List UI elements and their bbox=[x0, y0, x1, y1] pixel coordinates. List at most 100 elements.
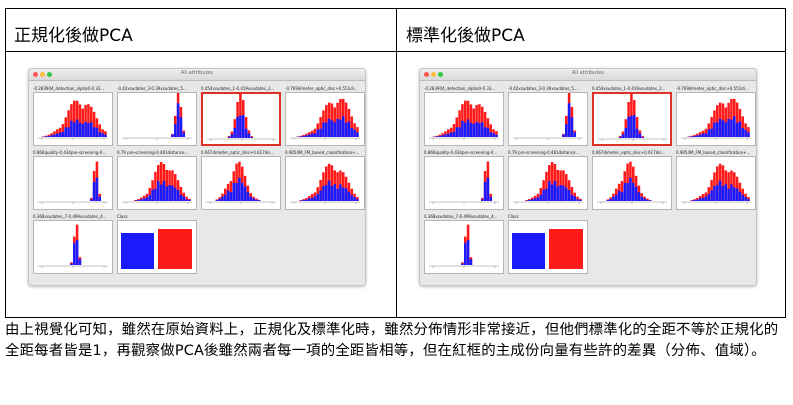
histogram-bar-blue bbox=[624, 127, 628, 138]
histogram-bar-red bbox=[134, 199, 137, 201]
histogram-bar-red bbox=[344, 102, 348, 137]
histogram-bar-blue bbox=[154, 188, 157, 201]
attribute-cell[interactable]: 0.454xsudates_1-0.419xsudates_2... bbox=[201, 86, 281, 146]
attribute-cell[interactable]: 0.667dimeter_optic_disc+0.617dis... bbox=[201, 150, 281, 210]
histogram-bar-red bbox=[350, 188, 354, 201]
histogram-bar-blue bbox=[242, 115, 245, 138]
histogram-bar-blue bbox=[319, 190, 322, 201]
minimize-dot-icon[interactable] bbox=[40, 72, 45, 77]
histogram-bar-blue bbox=[542, 189, 545, 201]
histogram-bar-blue bbox=[241, 182, 244, 201]
histogram-bar-red bbox=[710, 117, 713, 137]
histogram-panel bbox=[33, 92, 113, 146]
zoom-dot-icon[interactable] bbox=[47, 72, 52, 77]
histogram-bar-blue bbox=[182, 196, 186, 201]
histogram-bar-blue bbox=[643, 198, 646, 201]
histogram-bar-blue bbox=[327, 118, 331, 137]
header-normalized: 正規化後做PCA bbox=[14, 26, 133, 46]
attribute-cell[interactable]: 0.866quality-0.434pre-screening-0... bbox=[33, 150, 113, 210]
histogram-bar-red bbox=[550, 162, 554, 201]
attribute-cell[interactable]: -0.42xsudates_3-0.39xsudates_5... bbox=[508, 86, 588, 146]
histogram-bar-blue bbox=[483, 127, 487, 137]
histogram-bar-blue bbox=[640, 196, 644, 201]
histogram-svg bbox=[429, 161, 499, 204]
histogram-svg bbox=[38, 224, 108, 268]
histogram-bar-red bbox=[185, 196, 188, 201]
attribute-label: 0.368xsudates_7-0.499xsudates_4... bbox=[424, 214, 498, 219]
attribute-cell[interactable]: 0.9054M_FM_based_classification+... bbox=[285, 150, 365, 210]
histogram-bar-blue bbox=[713, 122, 716, 137]
class-bar-blue bbox=[512, 233, 545, 269]
histogram-bar-blue bbox=[573, 132, 577, 137]
histogram-bar-red bbox=[435, 135, 439, 137]
close-dot-icon[interactable] bbox=[424, 72, 429, 77]
histogram-bar-blue bbox=[238, 177, 241, 201]
histogram-bar-blue bbox=[612, 196, 615, 201]
histogram-bar-blue bbox=[176, 189, 180, 201]
attribute-cell[interactable]: 0.454xsudates_1-0.419xsudates_2... bbox=[592, 86, 672, 146]
histogram-bar-red bbox=[95, 118, 99, 137]
attribute-label: -0.283904_detection_alpha0-0.33... bbox=[33, 86, 105, 91]
histogram-bar-red bbox=[570, 186, 574, 201]
attribute-cell[interactable]: -0.769dimeter_optic_disc+0.551di... bbox=[676, 86, 756, 146]
histogram-bar-blue bbox=[310, 197, 314, 201]
class-bar-red bbox=[549, 229, 583, 269]
attribute-cell[interactable]: -0.769dimeter_optic_disc+0.551di... bbox=[285, 86, 365, 146]
histogram-bar-red bbox=[707, 187, 711, 201]
attribute-cell[interactable]: 0.866quality-0.434pre-screening-0... bbox=[424, 150, 504, 210]
histogram-bar-red bbox=[486, 118, 490, 137]
histogram-bar-blue bbox=[641, 137, 645, 138]
histogram-bar-blue bbox=[171, 185, 174, 201]
histogram-bar-red bbox=[356, 127, 359, 137]
histogram-bar-blue bbox=[98, 132, 102, 137]
histogram-bar-blue bbox=[721, 186, 725, 201]
histogram-bar-blue bbox=[696, 135, 699, 137]
attribute-cell[interactable]: 0.79 pre-screening-0.481distance... bbox=[508, 150, 588, 210]
histogram-bar-red bbox=[64, 117, 68, 137]
attribute-cell[interactable]: 0.79 pre-screening-0.481distance... bbox=[117, 150, 197, 210]
histogram-svg bbox=[598, 94, 668, 141]
histogram-panel bbox=[592, 156, 672, 210]
attribute-cell[interactable]: -0.283904_detection_alpha0-0.33... bbox=[424, 86, 504, 146]
histogram-panel bbox=[201, 156, 281, 210]
histogram-bar-blue bbox=[78, 122, 82, 137]
zoom-dot-icon[interactable] bbox=[438, 72, 443, 77]
histogram-bar-red bbox=[101, 129, 104, 137]
histogram-bar-red bbox=[174, 174, 177, 201]
window-titlebar: All attributes bbox=[420, 69, 756, 81]
attribute-cell[interactable]: -0.42xsudates_3-0.39xsudates_5... bbox=[117, 86, 197, 146]
close-dot-icon[interactable] bbox=[33, 72, 38, 77]
histogram-panel bbox=[424, 92, 504, 146]
attribute-cell[interactable]: -0.283904_detection_alpha0-0.33... bbox=[33, 86, 113, 146]
attribute-cell[interactable]: 0.368xsudates_7-0.499xsudates_4... bbox=[33, 214, 113, 274]
attribute-cell[interactable]: 0.9054M_FM_based_classification+... bbox=[676, 150, 756, 210]
histogram-bar-blue bbox=[247, 133, 251, 138]
attribute-cell[interactable]: Class bbox=[508, 214, 588, 274]
histogram-bar-blue bbox=[182, 132, 186, 137]
histogram-bar-red bbox=[299, 135, 303, 137]
attribute-label: Class bbox=[117, 214, 128, 219]
histogram-bar-red bbox=[721, 103, 725, 137]
histogram-bar-red bbox=[305, 197, 308, 201]
histogram-panel bbox=[285, 156, 365, 210]
histogram-bar-red bbox=[461, 104, 464, 137]
histogram-bar-blue bbox=[236, 116, 239, 138]
histogram-bar-red bbox=[747, 196, 750, 201]
histogram-bar-red bbox=[690, 135, 694, 137]
attribute-cell[interactable]: 0.368xsudates_7-0.499xsudates_4... bbox=[424, 214, 504, 274]
histogram-bar-blue bbox=[710, 128, 713, 137]
attribute-cell[interactable]: 0.667dimeter_optic_disc+0.617dis... bbox=[592, 150, 672, 210]
attribute-cell[interactable]: Class bbox=[117, 214, 197, 274]
histogram-bar-blue bbox=[302, 199, 305, 201]
histogram-bar-red bbox=[81, 108, 85, 137]
histogram-svg bbox=[513, 93, 583, 140]
histogram-bar-blue bbox=[344, 122, 348, 137]
window-titlebar: All attributes bbox=[29, 69, 365, 81]
histogram-bar-red bbox=[58, 127, 62, 137]
histogram-bar-blue bbox=[353, 197, 356, 201]
minimize-dot-icon[interactable] bbox=[431, 72, 436, 77]
histogram-bar-blue bbox=[308, 198, 311, 201]
histogram-bar-blue bbox=[621, 134, 625, 138]
histogram-bar-blue bbox=[98, 196, 102, 201]
histogram-bar-blue bbox=[724, 122, 728, 137]
